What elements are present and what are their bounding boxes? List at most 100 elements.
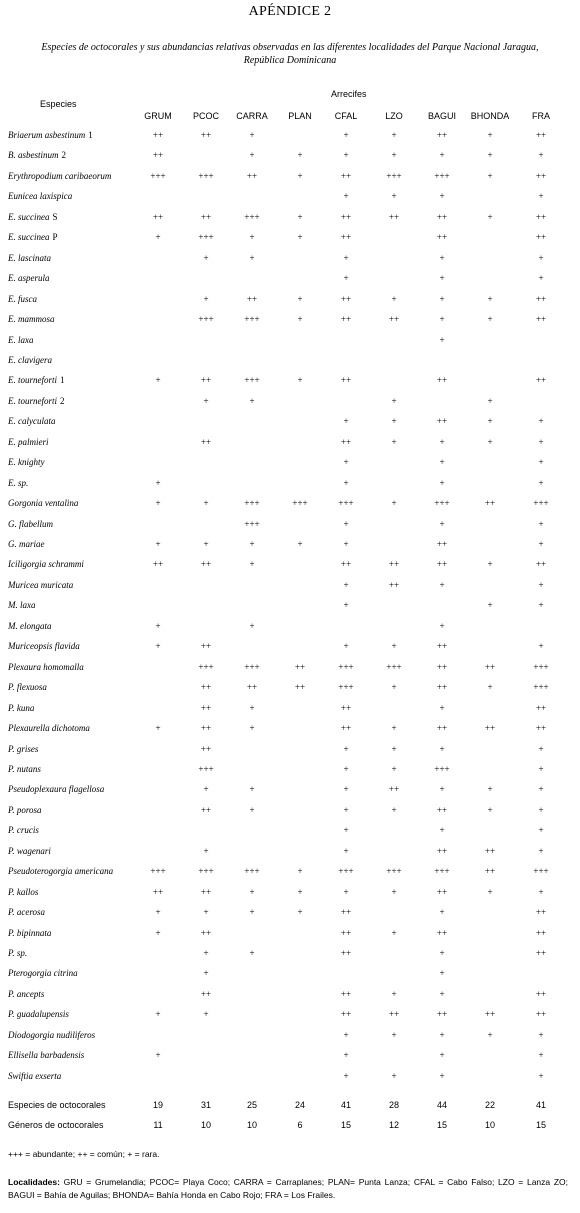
abundance-cell: +	[203, 968, 209, 979]
species-name: Muriceopsis flavida	[8, 641, 80, 651]
abundance-cell: +	[538, 743, 544, 754]
page-title: APÉNDICE 2	[248, 4, 332, 19]
table-row: E. laxa +	[0, 335, 580, 355]
abundance-legend: +++ = abundante; ++ = común; + = rara.	[8, 1149, 160, 1159]
species-name-text: P. wagenari	[8, 845, 51, 856]
species-name-text: Pseudoplexaura flagellosa	[8, 784, 105, 795]
species-name-text: Pseudoterogorgia americana	[8, 866, 114, 877]
abundance-cell: +	[439, 784, 445, 795]
totals-cell: 10	[200, 1120, 211, 1130]
abundance-cell: ++	[535, 723, 547, 734]
table-caption: Especies de octocorales y sus abundancia…	[41, 42, 539, 66]
abundance-cell: +++	[386, 866, 402, 877]
abundance-cell: +	[155, 927, 161, 938]
abundance-cell: +++	[434, 763, 450, 774]
abundance-cell: +	[439, 825, 445, 836]
species-name-text: E. knighty	[8, 457, 45, 468]
species-column-header: Especies	[40, 99, 77, 109]
abundance-cell: ++	[152, 559, 164, 570]
species-name-text: P. nutans	[8, 763, 41, 774]
totals-cell: 15	[535, 1120, 546, 1130]
abundance-cell: +	[439, 948, 445, 958]
abundance-cell: +	[487, 314, 493, 325]
species-name-text: Muricea muricata	[8, 579, 74, 590]
abundance-cell: +++	[150, 170, 166, 181]
abundance-cell: +	[391, 1070, 397, 1081]
totals-cell: 44	[436, 1100, 447, 1110]
abundance-cell: +	[155, 232, 161, 243]
location-header-plan: PLAN	[288, 111, 312, 121]
totals-cell: 12	[388, 1120, 399, 1130]
abundance-cell: ++	[436, 641, 448, 652]
table-row: P. flexuosa ++ ++ ++ +++ + ++ + +++	[0, 682, 580, 702]
abundance-cell: ++	[436, 1009, 448, 1020]
abundance-cell: +	[391, 293, 397, 304]
abundance-cell: ++	[535, 375, 547, 386]
abundance-cell: +	[391, 395, 397, 406]
totals-cell: 25	[246, 1100, 257, 1110]
species-name: E. tourneforti 1	[8, 375, 65, 385]
species-name: Erythropodium caribaeorum	[8, 171, 111, 181]
abundance-cell: +	[343, 130, 349, 140]
abundance-cell: +	[249, 130, 255, 140]
species-name-text: E. succinea	[8, 232, 50, 243]
abundance-cell: +	[249, 559, 255, 570]
species-name: P. guadalupensis	[8, 1009, 69, 1019]
abundance-cell: ++	[246, 170, 258, 181]
abundance-cell: ++	[200, 682, 212, 693]
abundance-cell: ++	[388, 784, 400, 795]
abundance-cell: +++	[198, 866, 214, 877]
abundance-cell: +	[538, 845, 544, 856]
table-row: P. porosa ++ + + + ++ + +	[0, 805, 580, 825]
species-name: E. knighty	[8, 457, 45, 467]
totals-cell: 22	[484, 1100, 495, 1110]
abundance-cell: +	[439, 743, 445, 754]
abundance-cell: +	[487, 559, 493, 570]
abundance-cell: +	[391, 723, 397, 734]
table-row: P. bipinnata + ++ ++ + ++ ++	[0, 928, 580, 948]
totals-cell: 24	[294, 1100, 305, 1110]
abundance-cell: +	[203, 498, 209, 509]
species-name: E. laxa	[8, 335, 34, 345]
abundance-cell: ++	[340, 293, 352, 304]
species-name: Muricea muricata	[8, 580, 73, 590]
species-name-text: Erythropodium caribaeorum	[8, 170, 112, 181]
totals-cell: 10	[484, 1120, 495, 1130]
abundance-cell: +++	[150, 866, 166, 877]
abundance-cell: +	[297, 150, 303, 161]
species-name: E. succinea P	[8, 232, 58, 242]
table-row: E. palmieri ++ ++ + + + +	[0, 437, 580, 457]
species-name: E. mammosa	[8, 314, 55, 324]
abundance-cell: ++	[535, 314, 547, 325]
species-name: P. crucis	[8, 825, 39, 835]
species-name-text: Swiftia exserta	[8, 1070, 62, 1081]
abundance-cell: +	[249, 784, 255, 795]
species-name: P. grises	[8, 744, 38, 754]
abundance-cell: +	[249, 252, 255, 263]
abundance-cell: ++	[388, 314, 400, 325]
abundance-cell: +++	[244, 211, 260, 222]
abundance-cell: ++	[294, 682, 306, 693]
table-row: E. sp. + + + +	[0, 478, 580, 498]
abundance-cell: ++	[484, 723, 496, 734]
abundance-cell: ++	[200, 559, 212, 570]
location-header-pcoc: PCOC	[192, 111, 219, 121]
abundance-cell: +	[343, 886, 349, 897]
abundance-cell: ++	[340, 1009, 352, 1020]
abundance-cell: +	[297, 907, 303, 918]
abundance-cell: +	[203, 252, 209, 263]
abundance-cell: +	[155, 641, 161, 652]
abundance-cell: +++	[244, 498, 260, 509]
abundance-cell: +	[487, 130, 493, 140]
abundance-cell: +	[343, 477, 349, 488]
abundance-cell: +	[249, 539, 255, 549]
abundance-cell: +	[391, 1029, 397, 1040]
abundance-cell: ++	[152, 150, 164, 161]
abundance-cell: ++	[388, 1009, 400, 1020]
abundance-cell: +	[297, 886, 303, 897]
table-row: E. succinea S ++ ++ +++ + ++ ++ ++ + ++	[0, 212, 580, 232]
table-row: E. succinea P + +++ + + ++ ++ ++	[0, 232, 580, 252]
abundance-cell: +++	[198, 232, 214, 243]
abundance-cell: +	[203, 784, 209, 795]
